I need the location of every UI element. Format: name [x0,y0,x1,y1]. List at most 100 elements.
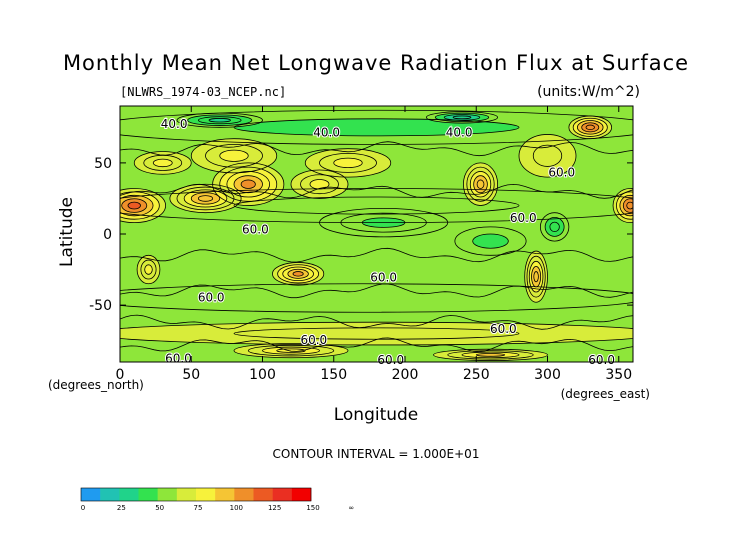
contour-label: 40.0 [446,126,473,140]
field-cell [153,159,173,167]
colorbar-swatch [176,488,197,501]
contour-line [447,350,534,360]
colorbar-label: 125 [268,504,281,512]
contour-label: 60.0 [377,353,404,367]
contour-line [619,194,633,217]
contour-line [233,175,263,194]
contour-line [120,314,633,330]
x-tick-label: 350 [605,367,632,383]
contour-line [533,271,539,283]
contour-line [568,115,613,140]
contour-line [616,191,633,220]
contour-line [133,151,192,175]
colorbar-label: ∞ [348,504,354,512]
field-cell [533,271,539,282]
contour-line [577,120,604,135]
field-cell [453,115,471,119]
contour-label: 60.0 [490,322,517,336]
field-cell [234,118,519,136]
contour-line [276,348,306,353]
contour-interval-label: CONTOUR INTERVAL = 1.000E+01 [273,447,480,461]
contour-line [461,351,520,359]
contour-line [120,194,154,217]
contour-line [434,112,490,123]
contour-line [190,192,221,205]
colorbar-swatch [272,488,293,501]
field-cell [120,283,633,313]
colorbar-swatch [291,488,312,501]
contour-line [277,264,320,284]
contour-line [208,118,231,123]
y-unit-label: (degrees_north) [48,378,144,392]
contour-line [518,134,577,178]
contour-label: 60.0 [165,352,192,366]
contour-label: 60.0 [242,222,269,236]
y-tick-label: -50 [89,298,112,314]
colorbar [80,487,312,502]
colorbar-swatch [157,488,178,501]
contour-line [526,255,546,298]
x-tick-label: 150 [320,367,347,383]
contour-line [524,250,548,303]
contour-line [190,138,278,174]
contour-line [292,271,304,277]
colorbar-labels: 0 25 50 75 100 125 150 ∞ [81,504,354,512]
contour-line [169,183,242,214]
contour-label: 60.0 [300,333,327,347]
contour-line [469,171,492,198]
contour-line [473,175,488,194]
contour-line [319,207,449,238]
field-cell [333,158,363,168]
contour-line [532,144,563,167]
field-cell [198,195,213,202]
contour-line [528,260,544,293]
contour-label: 40.0 [161,117,188,131]
contour-line [309,179,330,190]
contour-line [205,143,263,168]
field-cell [549,222,560,232]
field-cell [472,234,509,249]
field-cell [310,179,329,189]
colorbar-label: 0 [81,504,85,512]
contour-line [287,268,309,279]
field-cell [209,118,231,122]
contour-line [626,201,633,210]
contour-line [120,188,166,224]
contour-line [120,247,633,263]
x-axis-ticks: 0 50 100 150 200 250 300 350 [116,106,632,383]
x-axis-label: Longitude [334,405,419,425]
contour-line [120,283,633,299]
contour-line [219,149,249,162]
units-label: (units:W/m^2) [537,84,640,100]
contour-line [622,198,633,213]
contour-line [262,346,320,355]
contour-line [120,283,633,313]
contour-line [120,141,633,157]
contour-line [425,111,499,124]
field-cell [234,197,519,215]
contour-label: 60.0 [510,211,537,225]
colorbar-label: 75 [194,504,203,512]
x-tick-label: 0 [116,367,125,383]
contour-line [120,321,633,346]
contour-line [140,259,157,280]
contour-line [304,148,392,178]
contour-line [585,124,595,131]
y-axis-label: Latitude [57,197,77,267]
contour-line [549,221,560,233]
colorbar-swatch [100,488,120,501]
x-tick-label: 300 [534,367,561,383]
y-axis-ticks: 50 0 -50 [89,156,633,314]
contour-line [226,171,271,198]
colorbar-outline [80,487,312,502]
colorbar-swatch [215,488,235,501]
colorbar-label: 100 [230,504,243,512]
contour-line [531,266,542,288]
contour-line [233,343,349,359]
contour-line [127,201,141,210]
contour-label: 60.0 [548,165,575,179]
contour-line [454,226,527,256]
contour-line [340,212,427,233]
contour-line [581,122,600,133]
